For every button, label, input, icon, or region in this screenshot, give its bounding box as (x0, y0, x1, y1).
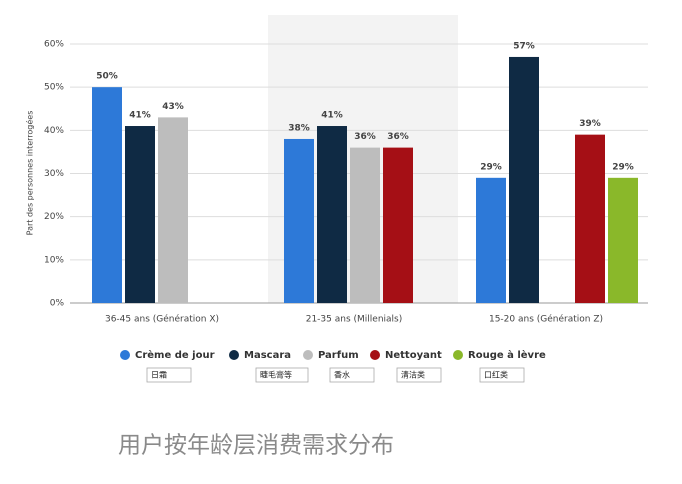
legend-label: Nettoyant (385, 350, 442, 361)
value-label: 36% (387, 132, 409, 142)
x-tick-label: 21-35 ans (Millenials) (306, 315, 403, 325)
bar (284, 138, 314, 303)
value-label: 43% (162, 102, 184, 112)
value-label: 29% (480, 162, 502, 172)
value-label: 41% (129, 111, 151, 121)
legend-note: 清洁类 (401, 370, 425, 380)
legend-note: 香水 (334, 370, 350, 380)
caption: 用户按年龄层消费需求分布 (118, 433, 394, 459)
bar (92, 87, 122, 304)
bar (608, 177, 638, 303)
value-label: 41% (321, 111, 343, 121)
value-label: 39% (579, 119, 601, 129)
legend-label: Crème de jour (135, 349, 215, 361)
legend-swatch (120, 350, 130, 360)
value-label: 36% (354, 132, 376, 142)
y-tick-label: 30% (44, 169, 64, 179)
bar (350, 147, 380, 303)
bar (575, 134, 605, 303)
legend-swatch (303, 350, 313, 360)
x-tick-label: 15-20 ans (Génération Z) (489, 314, 603, 325)
x-tick-label: 36-45 ans (Génération X) (105, 314, 219, 325)
y-tick-label: 40% (44, 126, 64, 136)
note-box (146, 367, 192, 383)
bar (317, 126, 347, 304)
y-tick-label: 0% (50, 299, 65, 309)
value-label: 29% (612, 162, 634, 172)
y-tick-label: 60% (44, 40, 64, 50)
legend-label: Parfum (318, 350, 359, 361)
note-box (396, 367, 442, 383)
value-label: 38% (288, 123, 310, 133)
bar (125, 126, 155, 304)
note-box (329, 367, 375, 383)
legend-note: 口红类 (484, 370, 508, 380)
legend-label: Rouge à lèvre (468, 349, 546, 361)
y-tick-label: 20% (44, 212, 64, 222)
legend-note: 睫毛膏等 (260, 370, 292, 380)
bar (509, 56, 539, 304)
y-axis-label: Part des personnes interrogées (25, 111, 35, 236)
bar (383, 147, 413, 303)
y-tick-label: 10% (44, 255, 64, 265)
note-box (255, 367, 309, 383)
value-label: 57% (513, 41, 535, 51)
y-tick-label: 50% (44, 83, 64, 93)
note-box (479, 367, 525, 383)
value-label: 50% (96, 72, 118, 82)
bar (158, 117, 188, 303)
legend-swatch (370, 350, 380, 360)
bar (476, 177, 506, 303)
legend-swatch (229, 350, 239, 360)
legend-label: Mascara (244, 350, 291, 361)
legend-swatch (453, 350, 463, 360)
legend-note: 日霜 (151, 371, 167, 380)
